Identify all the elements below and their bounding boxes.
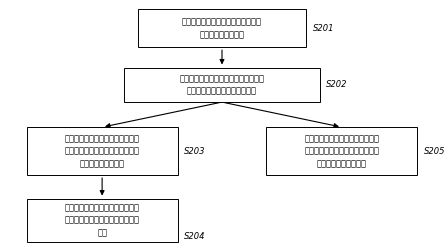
Text: S203: S203: [184, 147, 206, 156]
FancyBboxPatch shape: [266, 127, 417, 175]
Text: S205: S205: [424, 147, 444, 156]
Text: S201: S201: [313, 24, 334, 33]
FancyBboxPatch shape: [27, 199, 178, 242]
Text: 接收多个存储设备中的第一存储设备
发送的第一存储消息: 接收多个存储设备中的第一存储设备 发送的第一存储消息: [182, 17, 262, 39]
Text: 在存储第一数据后，向多个存储设
备中的第三存储设备发送第二存储
消息: 在存储第一数据后，向多个存储设 备中的第三存储设备发送第二存储 消息: [65, 203, 139, 237]
Text: S204: S204: [184, 232, 206, 241]
FancyBboxPatch shape: [138, 9, 306, 47]
FancyBboxPatch shape: [27, 127, 178, 175]
Text: S202: S202: [326, 80, 348, 89]
Text: 在第二存储设备的任务执行序次等
于预设阈值的情况下，向目标存储
设备发送第二存储消息: 在第二存储设备的任务执行序次等 于预设阈值的情况下，向目标存储 设备发送第二存储…: [305, 134, 379, 168]
Text: 在第二存储设备的任务执行序次小
于预设阈值的情况下，响应于存储
指示，存储第一数据: 在第二存储设备的任务执行序次小 于预设阈值的情况下，响应于存储 指示，存储第一数…: [65, 134, 139, 168]
Text: 基于第一存储设备的任务执行序次，确
定第二存储设备的任务执行序次: 基于第一存储设备的任务执行序次，确 定第二存储设备的任务执行序次: [179, 74, 265, 96]
FancyBboxPatch shape: [124, 68, 320, 102]
